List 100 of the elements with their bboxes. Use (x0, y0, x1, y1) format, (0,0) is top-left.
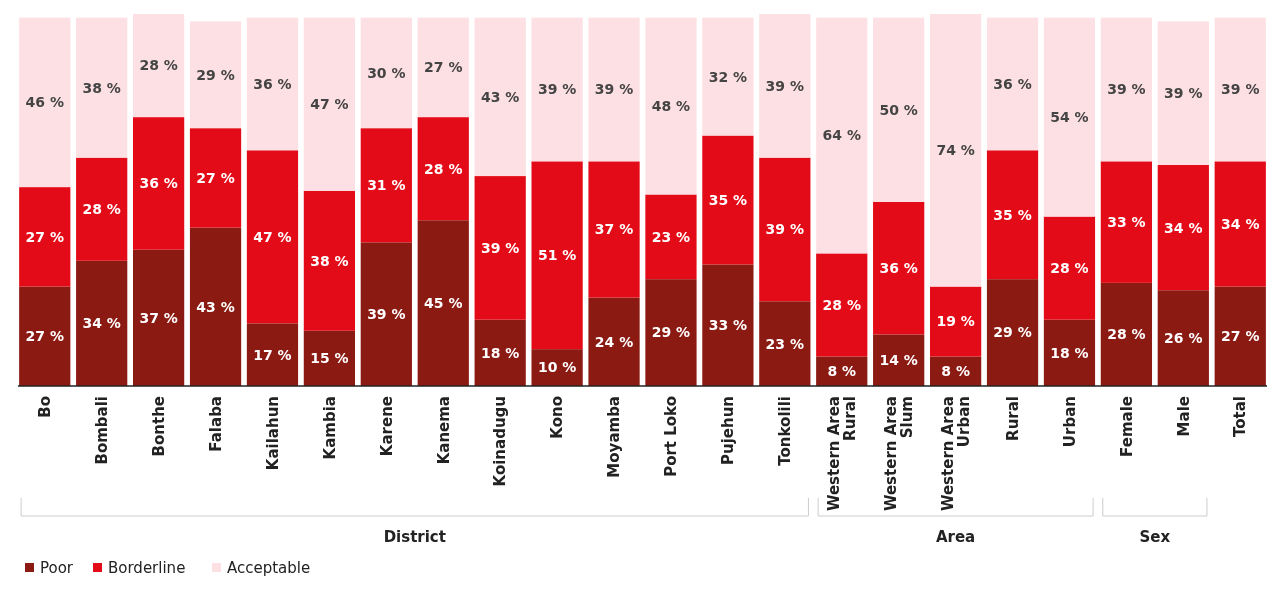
x-tick-label: Kailahun (263, 396, 282, 471)
bar (929, 14, 982, 287)
data-label: 47 % (310, 96, 349, 113)
data-label: 39 % (765, 221, 805, 238)
data-label: 28 % (139, 57, 178, 74)
x-tick-label: Female (1117, 396, 1136, 457)
bar (873, 201, 925, 335)
data-label: 34 % (1221, 215, 1260, 232)
data-label: 36 % (993, 75, 1032, 92)
bar (645, 17, 697, 195)
text: Sex (1139, 528, 1171, 546)
bar (303, 330, 356, 386)
bar (759, 157, 811, 302)
bar (360, 17, 412, 129)
data-label: 43 % (480, 88, 520, 105)
data-label: 35 % (708, 191, 748, 208)
data-label: 32 % (708, 68, 748, 85)
data-label: 29 % (196, 66, 235, 83)
data-label: 27 % (196, 169, 235, 186)
legend-label: Acceptable (227, 558, 311, 577)
x-tick-label: Western Area Urban (938, 396, 974, 512)
bar (1157, 165, 1209, 291)
bar (1157, 21, 1209, 166)
data-label: 46 % (25, 94, 64, 111)
bar (360, 128, 412, 243)
data-label: 36 % (253, 75, 292, 92)
x-tick-label: Kanema (434, 396, 453, 465)
data-label: 38 % (310, 252, 349, 269)
bar (76, 260, 128, 386)
x-tick-label: Male (1174, 396, 1193, 437)
data-label: 39 % (1107, 81, 1146, 98)
legend-label: Poor (40, 558, 74, 577)
x-tick-label: Karene (377, 396, 396, 457)
bar (1157, 290, 1209, 386)
bar (474, 17, 526, 177)
bar (360, 242, 412, 386)
data-label: 28 % (1050, 260, 1089, 277)
bar (417, 220, 469, 386)
x-tick-label: Western Area Slum (881, 396, 917, 512)
bar (19, 17, 71, 188)
x-tick-label: Moyamba (605, 396, 624, 478)
bar (303, 190, 356, 331)
bar (702, 17, 754, 136)
x-tick-label: Kono (548, 396, 567, 439)
bar (929, 286, 982, 357)
bar (759, 301, 811, 386)
data-label: 27 % (25, 328, 64, 345)
bar (1100, 17, 1153, 162)
data-label: 14 % (879, 352, 918, 369)
data-label: 39 % (765, 77, 805, 94)
data-label: 23 % (651, 228, 691, 245)
data-label: 50 % (879, 101, 918, 118)
x-tick-label: Total (1231, 396, 1250, 437)
bar (417, 17, 469, 118)
data-label: 39 % (1164, 85, 1203, 102)
bar (588, 161, 640, 298)
data-label: 29 % (993, 324, 1032, 341)
bar (19, 286, 71, 386)
bar (474, 176, 526, 320)
bar (1214, 17, 1266, 162)
data-label: 18 % (1050, 344, 1089, 361)
data-label: 39 % (1221, 81, 1260, 98)
bar (1043, 216, 1096, 320)
data-label: 31 % (367, 177, 406, 194)
bar (1214, 161, 1266, 287)
bar (189, 21, 242, 129)
bar (588, 17, 640, 162)
bar (76, 157, 128, 261)
x-tick-label: Koinadugu (491, 396, 510, 487)
x-tick-label: Tonkolili (776, 396, 795, 466)
bar (303, 17, 356, 191)
x-tick-label: Pujehun (719, 396, 738, 466)
bar (816, 253, 868, 357)
data-label: 29 % (651, 324, 691, 341)
data-label: 39 % (480, 239, 520, 256)
data-label: 27 % (424, 59, 463, 76)
data-label: 28 % (1107, 326, 1146, 343)
bar (531, 161, 583, 350)
x-tick-label: Port Loko (662, 396, 681, 477)
bar (189, 227, 242, 386)
data-label: 27 % (25, 228, 64, 245)
data-label: 28 % (822, 296, 861, 313)
bar (133, 249, 185, 386)
bar (474, 319, 526, 386)
data-label: 19 % (936, 313, 975, 330)
bar (76, 17, 128, 158)
bar (1214, 286, 1266, 386)
bar (246, 17, 299, 151)
bar (246, 150, 299, 324)
data-label: 8 % (941, 363, 970, 380)
data-label: 33 % (708, 317, 748, 334)
data-label: 8 % (827, 363, 857, 380)
bar (986, 279, 1039, 386)
bar (1043, 319, 1096, 386)
data-label: 10 % (537, 359, 577, 376)
data-label: 27 % (1221, 328, 1260, 345)
x-tick-label: Bonthe (149, 396, 168, 457)
bar (1043, 17, 1096, 217)
bar (873, 334, 925, 386)
data-label: 30 % (367, 64, 406, 81)
